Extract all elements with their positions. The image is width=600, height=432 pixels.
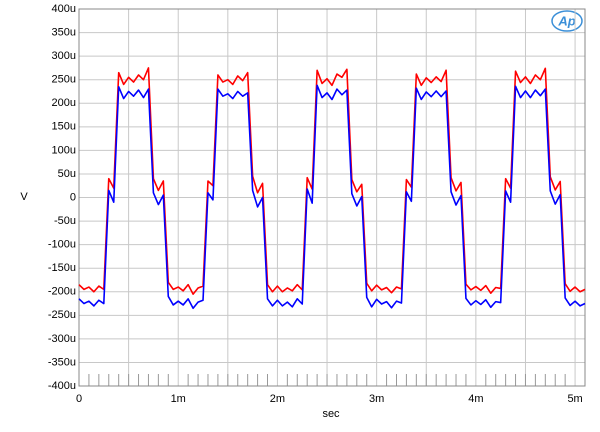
x-tick-label: 3m: [369, 393, 384, 405]
y-tick-label: -100u: [48, 239, 76, 251]
y-tick-label: -150u: [48, 262, 76, 274]
y-tick-label: 100u: [52, 144, 76, 156]
y-tick-label: 400u: [52, 3, 76, 15]
series-line: [78, 84, 586, 310]
y-tick-label: 200u: [52, 97, 76, 109]
y-tick-label: -300u: [48, 333, 76, 345]
x-tick-label: 4m: [468, 393, 483, 405]
y-axis-label: V: [20, 191, 28, 203]
x-axis-label: sec: [322, 408, 340, 420]
y-tick-label: 0: [70, 191, 76, 203]
y-tick-label: 150u: [52, 121, 76, 133]
x-tick-label: 0: [76, 393, 82, 405]
x-tick-label: 5m: [567, 393, 582, 405]
y-tick-label: -250u: [48, 309, 76, 321]
logo-ring: [551, 10, 583, 32]
y-tick-label: 50u: [58, 168, 76, 180]
logo: Ap: [557, 13, 575, 28]
y-tick-label: -200u: [48, 286, 76, 298]
plot-border: [78, 8, 586, 387]
y-tick-label: 300u: [52, 50, 76, 62]
y-tick-label: 250u: [52, 74, 76, 86]
y-tick-label: -50u: [54, 215, 76, 227]
x-tick-label: 2m: [270, 393, 285, 405]
y-tick-label: -350u: [48, 356, 76, 368]
y-tick-label: 350u: [52, 26, 76, 38]
y-tick-label: -400u: [48, 380, 76, 392]
x-tick-label: 1m: [171, 393, 186, 405]
